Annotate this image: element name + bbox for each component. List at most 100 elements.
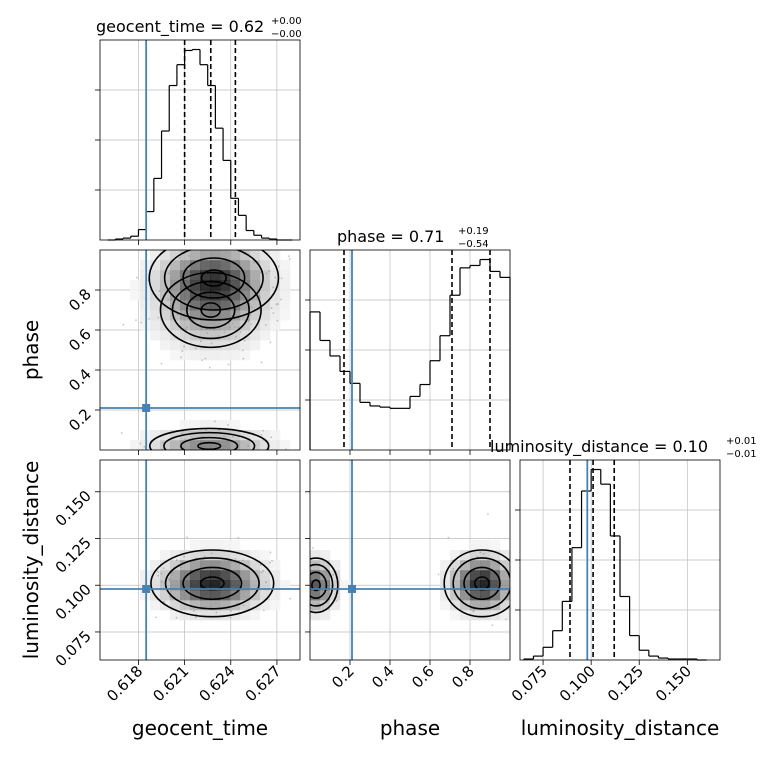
phase-vs-geocent-time-density-cell xyxy=(210,300,221,311)
phase-vs-geocent-time-density-cell xyxy=(180,330,191,341)
luminosity-distance-vs-phase-density-cell xyxy=(330,570,341,581)
phase-vs-geocent-time-density-cell xyxy=(140,320,151,331)
phase-vs-geocent-time-sample-point xyxy=(235,335,237,338)
phase-vs-geocent-time-sample-point xyxy=(272,312,275,315)
luminosity-distance-vs-geocent-time-sample-point xyxy=(194,616,197,619)
phase-vs-geocent-time-density-cell xyxy=(260,290,271,301)
phase-vs-geocent-time-sample-point xyxy=(276,319,279,322)
phase-vs-geocent-time-sample-point xyxy=(237,326,240,329)
luminosity-distance-vs-geocent-time-density-cell xyxy=(180,590,191,601)
phase-vs-geocent-time-sample-point xyxy=(260,434,263,436)
ylabel-phase: phase xyxy=(19,320,43,380)
phase-vs-geocent-time-density-cell xyxy=(210,280,221,291)
luminosity-distance-vs-phase-density-cell xyxy=(500,580,510,591)
luminosity-distance-vs-geocent-time-density-cell xyxy=(170,600,181,611)
luminosity-distance-vs-geocent-time-density-cell xyxy=(260,560,271,571)
phase-vs-geocent-time-density-cell xyxy=(270,290,281,301)
luminosity-distance-vs-phase-density-cell xyxy=(460,580,471,591)
luminosity-distance-vs-phase-contour-1-3 xyxy=(310,557,339,614)
phase-vs-geocent-time-sample-point xyxy=(187,254,190,257)
luminosity-distance-vs-geocent-time-sample-point xyxy=(160,581,163,583)
phase-vs-geocent-time-sample-point xyxy=(199,340,202,343)
ylabel-luminosity-distance: luminosity_distance xyxy=(19,461,43,660)
phase-vs-geocent-time-density-cell xyxy=(220,420,231,431)
phase-vs-geocent-time-density-cell xyxy=(170,350,181,361)
luminosity-distance-vs-geocent-time-density-cell xyxy=(190,560,201,571)
phase-vs-geocent-time-yticklabel-2: 0.6 xyxy=(65,325,95,355)
luminosity-distance-vs-geocent-time-density-cell xyxy=(250,590,261,601)
phase-vs-geocent-time-density-cell xyxy=(230,330,241,341)
phase-vs-geocent-time-density-cell xyxy=(210,320,221,331)
luminosity-distance-vs-geocent-time-sample-point xyxy=(262,609,265,612)
phase-vs-geocent-time-sample-point xyxy=(277,303,279,305)
luminosity-distance-vs-phase-density-cell xyxy=(490,600,501,611)
phase-vs-geocent-time-density-cell xyxy=(190,440,201,450)
phase-vs-geocent-time-density-cell xyxy=(240,330,251,341)
title-luminosity-distance-main: luminosity_distance = 0.10 xyxy=(490,437,708,457)
phase-vs-geocent-time-density-cell xyxy=(180,340,191,351)
phase-vs-geocent-time-sample-point xyxy=(252,261,255,264)
phase-vs-geocent-time-density-cell xyxy=(160,430,171,441)
luminosity-distance-vs-geocent-time-density-cell xyxy=(190,580,201,591)
luminosity-distance-vs-phase-density-cell xyxy=(450,610,461,621)
luminosity-distance-vs-geocent-time-density-cell xyxy=(250,550,261,561)
luminosity-distance-vs-geocent-time-density-cell xyxy=(140,570,151,581)
title-luminosity-distance-sup: +0.01 xyxy=(726,436,757,447)
luminosity-distance-vs-phase-xticklabel-1: 0.4 xyxy=(368,662,398,692)
phase-vs-geocent-time-sample-point xyxy=(239,331,242,333)
phase-vs-geocent-time-density-cell xyxy=(250,280,261,291)
phase-vs-geocent-time-sample-point xyxy=(140,321,143,324)
luminosity-distance-vs-geocent-time-frame xyxy=(99,459,301,661)
phase-vs-geocent-time-density-cell xyxy=(210,340,221,351)
luminosity-distance-vs-geocent-time-yticklabel-0: 0.075 xyxy=(52,627,95,670)
luminosity-distance-vs-geocent-time-density-cell xyxy=(170,610,181,621)
luminosity-distance-vs-phase-xticklabel-2: 0.6 xyxy=(408,662,438,692)
luminosity-distance-vs-phase-density-cell xyxy=(440,600,451,611)
phase-vs-geocent-time-contour-0-0 xyxy=(200,269,227,287)
luminosity-distance-vs-geocent-time-sample-point xyxy=(169,590,172,592)
phase-vs-geocent-time-density-cell xyxy=(270,320,281,331)
luminosity-distance-vs-geocent-time-density-cell xyxy=(210,560,221,571)
phase-vs-geocent-time-density-cell xyxy=(260,260,271,271)
luminosity-distance-vs-geocent-time-density-cell xyxy=(190,600,201,611)
phase-vs-geocent-time-sample-point xyxy=(167,272,170,275)
luminosity-distance-vs-geocent-time-sample-point xyxy=(171,571,173,574)
phase-vs-geocent-time-sample-point xyxy=(249,314,252,317)
luminosity-distance-vs-phase-density-cell xyxy=(460,550,471,561)
phase-vs-geocent-time-density-cell xyxy=(270,430,281,441)
phase-vs-geocent-time-density-cell xyxy=(140,300,151,311)
luminosity-distance-hist-xticklabel-1: 0.100 xyxy=(556,662,599,705)
phase-vs-geocent-time-density-cell xyxy=(190,290,201,301)
luminosity-distance-vs-geocent-time-density-cell xyxy=(180,570,191,581)
phase-vs-geocent-time-density-cell xyxy=(200,260,211,271)
phase-vs-geocent-time-density-cell xyxy=(190,250,201,261)
phase-vs-geocent-time-density-cell xyxy=(230,350,241,361)
phase-vs-geocent-time-density-cell xyxy=(150,430,161,441)
phase-vs-geocent-time-sample-point xyxy=(201,250,204,253)
phase-vs-geocent-time-density-cell xyxy=(170,310,181,321)
phase-vs-geocent-time-density-cell xyxy=(210,290,221,301)
luminosity-distance-vs-geocent-time-density-cell xyxy=(150,600,161,611)
luminosity-distance-vs-geocent-time-sample-point xyxy=(168,578,170,581)
phase-vs-geocent-time-density-cell xyxy=(260,430,271,441)
luminosity-distance-vs-geocent-time-density-cell xyxy=(180,560,191,571)
phase-vs-geocent-time-sample-point xyxy=(176,313,179,316)
luminosity-distance-vs-phase-sample-point xyxy=(482,552,485,555)
luminosity-distance-vs-geocent-time-sample-point xyxy=(265,581,267,584)
luminosity-distance-vs-phase-density-cell xyxy=(500,590,510,601)
phase-vs-geocent-time-sample-point xyxy=(247,320,250,323)
phase-vs-geocent-time-density-cell xyxy=(190,280,201,291)
phase-vs-geocent-time-sample-point xyxy=(135,276,138,279)
phase-vs-geocent-time-density-cell xyxy=(150,250,161,261)
phase-vs-geocent-time-density-cell xyxy=(240,290,251,301)
phase-vs-geocent-time-density-cell xyxy=(240,250,251,261)
luminosity-distance-vs-phase-contour-0-2 xyxy=(452,557,510,610)
phase-vs-geocent-time-sample-point xyxy=(158,290,161,292)
phase-vs-geocent-time-density-cell xyxy=(140,290,151,301)
luminosity-distance-vs-geocent-time-density-cell xyxy=(210,610,221,621)
luminosity-distance-vs-phase-density-cell xyxy=(440,560,451,571)
phase-vs-geocent-time-sample-point xyxy=(181,350,184,352)
phase-vs-geocent-time-density-cell xyxy=(230,310,241,321)
